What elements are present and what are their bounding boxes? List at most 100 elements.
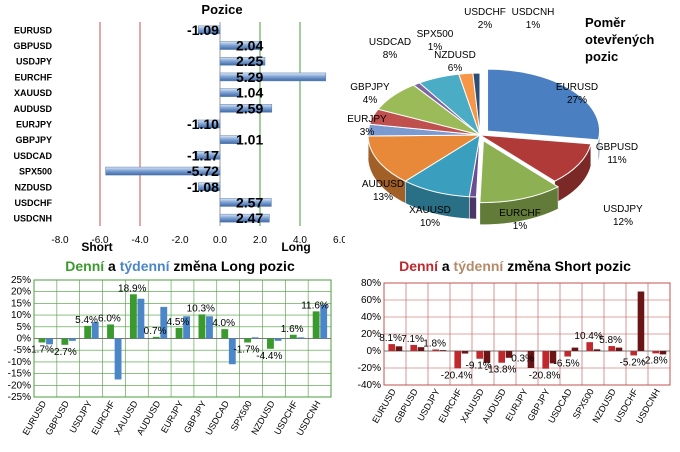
value-label: -1.09 xyxy=(187,22,219,38)
daily-bar xyxy=(454,351,461,369)
weekly-bar xyxy=(297,337,305,339)
daily-bar xyxy=(652,351,659,354)
short-label: Short xyxy=(81,240,112,254)
y-tick-label: -15% xyxy=(8,369,31,380)
weekly-bar xyxy=(417,347,425,351)
y-tick-label: 60% xyxy=(361,295,381,306)
pie-title-line: Poměr xyxy=(585,15,625,30)
pie-label-value: 11% xyxy=(607,155,626,166)
y-tick-label: 0% xyxy=(17,334,32,345)
category-label: XAUUSD xyxy=(14,88,53,98)
pie-slice xyxy=(487,68,601,141)
weekly-bar xyxy=(505,351,513,358)
data-label: 5.8% xyxy=(599,335,622,346)
pie-slice xyxy=(472,72,481,136)
weekly-bar xyxy=(615,347,623,351)
y-tick-label: -20% xyxy=(358,363,381,374)
pie-label-value: 12% xyxy=(613,217,633,228)
weekly-bar xyxy=(46,338,53,345)
data-label: 8.1% xyxy=(379,333,402,344)
y-tick-label: 20% xyxy=(361,329,381,340)
data-label: -1.7% xyxy=(233,344,259,355)
pie-label-name: NZDUSD xyxy=(434,50,476,61)
x-tick-label: -4.0 xyxy=(131,235,149,246)
data-label: 10.3% xyxy=(187,303,215,314)
category-label: USDCAD xyxy=(13,151,52,161)
position-bar xyxy=(197,25,221,35)
daily-bar xyxy=(175,327,183,339)
weekly-bar xyxy=(183,316,191,339)
daily-bar xyxy=(152,336,160,339)
weekly-bar xyxy=(461,351,469,354)
y-tick-label: 20% xyxy=(11,287,31,298)
pie-label-name: EURUSD xyxy=(556,82,598,93)
pie-label-name: SPX500 xyxy=(417,29,454,40)
daily-bar xyxy=(221,329,229,339)
weekly-bar xyxy=(527,351,535,368)
data-label: 1.8% xyxy=(423,338,446,349)
long-chart-title: Denní a týdenní změna Long pozic xyxy=(65,258,295,274)
data-label: 18.9% xyxy=(118,283,146,294)
weekly-bar xyxy=(320,304,328,339)
daily-bar xyxy=(586,342,593,351)
x-tick-label: 6.0 xyxy=(333,235,345,246)
positions-title: Pozice xyxy=(201,2,242,17)
data-label: 0.3% xyxy=(511,353,534,364)
daily-bar xyxy=(564,351,571,357)
category-label: USDCHF xyxy=(15,198,53,208)
y-tick-label: 5% xyxy=(17,322,32,333)
data-label: 0.7% xyxy=(144,326,167,337)
weekly-bar xyxy=(571,347,579,351)
x-tick-label: -8.0 xyxy=(51,235,69,246)
pie-label-value: 2% xyxy=(478,20,493,31)
weekly-bar xyxy=(483,351,491,363)
data-label: 4.0% xyxy=(212,318,235,329)
pie-label-value: 13% xyxy=(373,192,393,203)
category-label: GBPJPY xyxy=(15,135,52,145)
long-change-chart: Denní a týdenní změna Long pozic 25%20%1… xyxy=(8,258,332,437)
data-label: -1.7% xyxy=(28,344,54,355)
daily-bar xyxy=(542,351,549,369)
position-bar xyxy=(198,182,221,192)
pie-label-name: EURCHF xyxy=(499,208,541,219)
weekly-bar xyxy=(206,316,213,339)
daily-bar xyxy=(38,338,46,343)
category-label: EURJPY xyxy=(16,120,52,130)
y-tick-label: -5% xyxy=(13,345,31,356)
weekly-bar xyxy=(274,338,282,341)
pie-slice xyxy=(479,134,592,182)
data-label: 5.4% xyxy=(75,315,98,326)
pie-label-value: 1% xyxy=(513,221,528,232)
value-label: 2.57 xyxy=(236,194,263,210)
weekly-bar xyxy=(160,306,168,339)
data-label: -5.2% xyxy=(620,357,646,368)
pie-label-name: USDJPY xyxy=(603,204,643,215)
daily-bar xyxy=(312,311,320,339)
pie-label-value: 8% xyxy=(383,50,398,61)
data-label: 6.0% xyxy=(98,313,121,324)
data-label: -20.4% xyxy=(441,370,473,381)
category-label: EURUSD xyxy=(14,25,53,35)
value-label: 1.04 xyxy=(236,85,263,101)
pie-label-name: EURJPY xyxy=(347,114,387,125)
weekly-bar xyxy=(228,338,236,365)
pie-title-line: otevřených xyxy=(585,32,654,47)
pie-slice xyxy=(367,134,482,182)
data-label: 1.6% xyxy=(281,324,304,335)
x-tick-label: 4.0 xyxy=(293,235,307,246)
data-label: -6.5% xyxy=(554,359,580,370)
category-label: AUDUSD xyxy=(13,104,52,114)
data-label: -20.8% xyxy=(529,371,561,382)
pie-label-name: GBPUSD xyxy=(596,142,638,153)
pie-label-name: USDCNH xyxy=(512,7,555,18)
data-label: -2.7% xyxy=(51,347,77,358)
value-label: -1.17 xyxy=(187,147,219,163)
value-label: 1.01 xyxy=(236,132,263,148)
position-bar xyxy=(219,213,270,223)
category-label: SPX500 xyxy=(229,399,254,433)
pie-slice-side xyxy=(469,196,477,220)
position-bar xyxy=(219,72,327,82)
category-label: EURCHF xyxy=(15,72,53,82)
position-bar xyxy=(219,198,272,207)
pie-label-name: USDCHF xyxy=(464,7,506,18)
